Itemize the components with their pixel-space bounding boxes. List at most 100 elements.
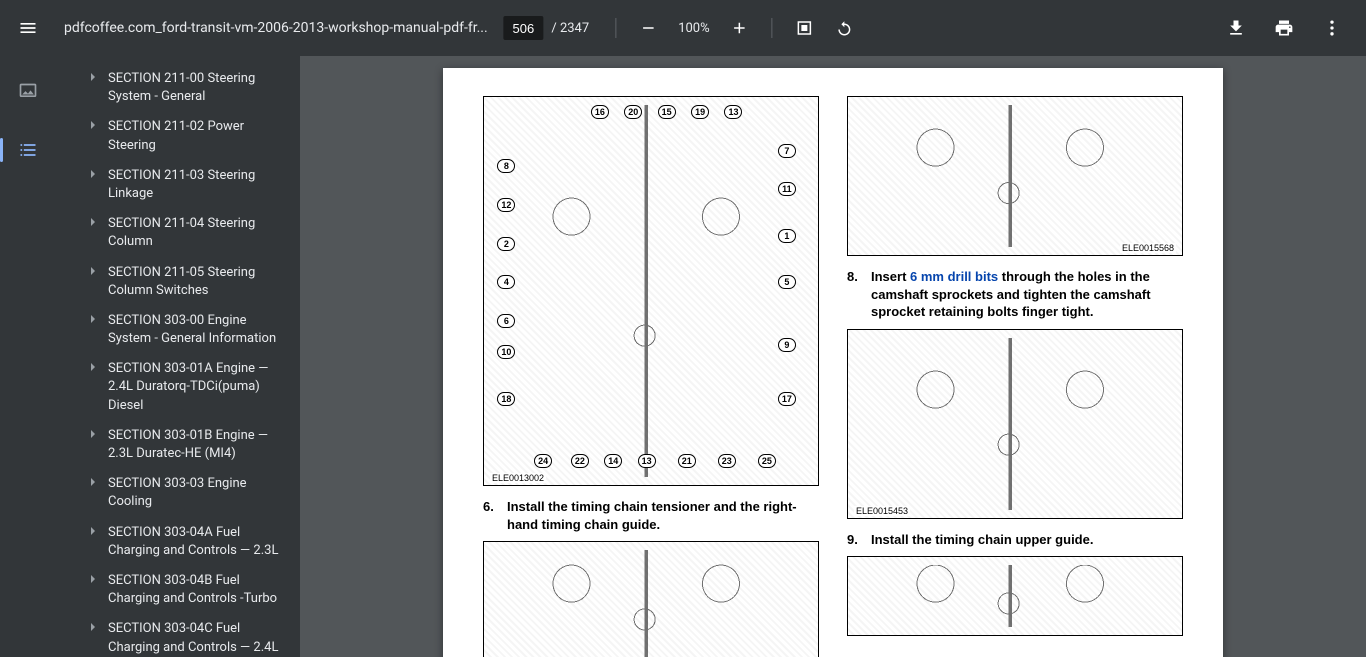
outline-item-label: SECTION 211-00 Steering System - General <box>108 70 288 106</box>
drill-bits-link[interactable]: 6 mm drill bits <box>910 269 998 284</box>
outline-sidebar[interactable]: SECTION 211-00 Steering System - General… <box>56 56 300 657</box>
chevron-right-icon[interactable] <box>84 477 102 487</box>
outline-item[interactable]: SECTION 303-04A Fuel Charging and Contro… <box>56 518 300 566</box>
outline-item[interactable]: SECTION 211-02 Power Steering <box>56 112 300 160</box>
chevron-right-icon[interactable] <box>84 314 102 324</box>
pdf-toolbar: pdfcoffee.com_ford-transit-vm-2006-2013-… <box>0 0 1366 56</box>
figure-label: ELE0013002 <box>490 473 546 483</box>
outline-item[interactable]: SECTION 211-04 Steering Column <box>56 209 300 257</box>
outline-item-label: SECTION 303-04C Fuel Charging and Contro… <box>108 620 288 656</box>
toolbar-center: / 2347 100% <box>503 10 862 46</box>
divider <box>615 18 616 38</box>
callout-bubble: 18 <box>497 392 515 406</box>
chevron-right-icon[interactable] <box>84 266 102 276</box>
callout-bubble: 20 <box>624 105 642 119</box>
outline-item[interactable]: SECTION 211-03 Steering Linkage <box>56 161 300 209</box>
callout-bubble: 17 <box>778 392 796 406</box>
callout-bubble: 7 <box>778 144 796 158</box>
outline-item-label: SECTION 303-04A Fuel Charging and Contro… <box>108 524 288 560</box>
left-rail <box>0 56 56 657</box>
chevron-right-icon[interactable] <box>84 120 102 130</box>
figure-timing-chain: ELE0015568 <box>847 96 1183 256</box>
callout-bubble: 21 <box>678 454 696 468</box>
step-6: 6. Install the timing chain tensioner an… <box>483 498 819 533</box>
callout-bubble: 9 <box>778 338 796 352</box>
page-total: / 2347 <box>551 21 589 36</box>
fit-page-button[interactable] <box>787 10 823 46</box>
outline-item[interactable]: SECTION 303-01A Engine — 2.4L Duratorq-T… <box>56 354 300 421</box>
outline-item-label: SECTION 303-03 Engine Cooling <box>108 475 288 511</box>
chevron-right-icon[interactable] <box>84 526 102 536</box>
outline-item-label: SECTION 211-03 Steering Linkage <box>108 167 288 203</box>
page-number-input[interactable] <box>503 16 543 40</box>
step-text: Install the timing chain upper guide. <box>871 531 1183 549</box>
outline-item-label: SECTION 303-00 Engine System - General I… <box>108 312 288 348</box>
callout-bubble: 10 <box>497 345 515 359</box>
callout-bubble: 2 <box>497 237 515 251</box>
outline-item-label: SECTION 303-04B Fuel Charging and Contro… <box>108 572 288 608</box>
callout-bubble: 8 <box>497 159 515 173</box>
figure-tensioner <box>483 541 819 657</box>
chevron-right-icon[interactable] <box>84 72 102 82</box>
callout-bubble: 15 <box>658 105 676 119</box>
callout-bubble: 24 <box>534 454 552 468</box>
callout-bubble: 5 <box>778 275 796 289</box>
callout-bubble: 12 <box>497 198 515 212</box>
step-number: 8. <box>847 268 863 321</box>
menu-icon[interactable] <box>16 16 40 40</box>
outline-item-label: SECTION 303-01B Engine — 2.3L Duratec-HE… <box>108 427 288 463</box>
chevron-right-icon[interactable] <box>84 574 102 584</box>
zoom-out-button[interactable] <box>630 10 666 46</box>
outline-icon[interactable] <box>8 130 48 170</box>
callout-bubble: 14 <box>604 454 622 468</box>
callout-bubble: 22 <box>571 454 589 468</box>
outline-item-label: SECTION 211-02 Power Steering <box>108 118 288 154</box>
callout-bubble: 1 <box>778 229 796 243</box>
callout-bubble: 19 <box>691 105 709 119</box>
outline-item[interactable]: SECTION 303-03 Engine Cooling <box>56 469 300 517</box>
outline-item-label: SECTION 211-04 Steering Column <box>108 215 288 251</box>
callout-bubble: 13 <box>638 454 656 468</box>
chevron-right-icon[interactable] <box>84 429 102 439</box>
outline-item[interactable]: SECTION 211-05 Steering Column Switches <box>56 258 300 306</box>
zoom-level: 100% <box>670 21 717 36</box>
figure-engine-block: ELE0013002 20161519137811121245691017182… <box>483 96 819 486</box>
outline-item-label: SECTION 211-05 Steering Column Switches <box>108 264 288 300</box>
outline-item[interactable]: SECTION 303-04C Fuel Charging and Contro… <box>56 614 300 657</box>
outline-item[interactable]: SECTION 303-00 Engine System - General I… <box>56 306 300 354</box>
figure-drill-bits: ELE0015453 <box>847 329 1183 519</box>
outline-item[interactable]: SECTION 303-04B Fuel Charging and Contro… <box>56 566 300 614</box>
step-number: 6. <box>483 498 499 533</box>
callout-bubble: 11 <box>778 182 796 196</box>
step-9: 9. Install the timing chain upper guide. <box>847 531 1183 549</box>
callout-bubble: 16 <box>591 105 609 119</box>
callout-bubble: 25 <box>758 454 776 468</box>
pdf-content-area[interactable]: ELE0013002 20161519137811121245691017182… <box>300 56 1366 657</box>
callout-bubble: 6 <box>497 314 515 328</box>
step-text: Insert 6 mm drill bits through the holes… <box>871 268 1183 321</box>
figure-label: ELE0015568 <box>1120 243 1176 253</box>
figure-upper-guide <box>847 556 1183 636</box>
thumbnails-icon[interactable] <box>8 72 48 112</box>
rotate-button[interactable] <box>827 10 863 46</box>
pdf-page: ELE0013002 20161519137811121245691017182… <box>443 68 1223 657</box>
document-title: pdfcoffee.com_ford-transit-vm-2006-2013-… <box>64 20 488 36</box>
step-text: Install the timing chain tensioner and t… <box>507 498 819 533</box>
outline-item[interactable]: SECTION 211-00 Steering System - General <box>56 64 300 112</box>
print-button[interactable] <box>1266 10 1302 46</box>
chevron-right-icon[interactable] <box>84 169 102 179</box>
chevron-right-icon[interactable] <box>84 622 102 632</box>
outline-item-label: SECTION 303-01A Engine — 2.4L Duratorq-T… <box>108 360 288 415</box>
callout-bubble: 23 <box>718 454 736 468</box>
more-button[interactable] <box>1314 10 1350 46</box>
chevron-right-icon[interactable] <box>84 217 102 227</box>
figure-label: ELE0015453 <box>854 506 910 516</box>
chevron-right-icon[interactable] <box>84 362 102 372</box>
zoom-in-button[interactable] <box>722 10 758 46</box>
download-button[interactable] <box>1218 10 1254 46</box>
outline-item[interactable]: SECTION 303-01B Engine — 2.3L Duratec-HE… <box>56 421 300 469</box>
toolbar-right <box>1218 10 1350 46</box>
step-8: 8. Insert 6 mm drill bits through the ho… <box>847 268 1183 321</box>
divider <box>772 18 773 38</box>
step-number: 9. <box>847 531 863 549</box>
